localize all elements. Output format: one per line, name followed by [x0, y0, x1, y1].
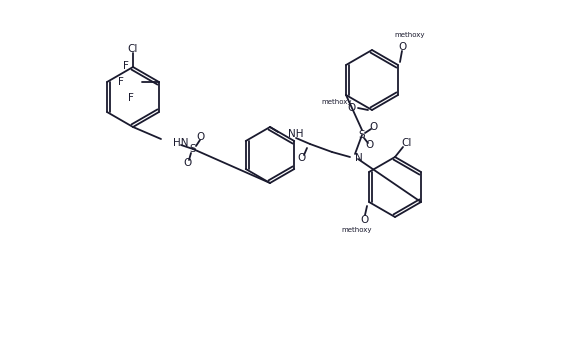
Text: S: S: [190, 144, 196, 154]
Text: methoxy: methoxy: [395, 32, 425, 38]
Text: O: O: [298, 153, 306, 163]
Text: F: F: [128, 93, 134, 103]
Text: Cl: Cl: [402, 138, 412, 148]
Text: F: F: [118, 77, 124, 87]
Text: methoxy: methoxy: [322, 99, 353, 105]
Text: S: S: [359, 130, 365, 140]
Text: O: O: [184, 158, 192, 168]
Text: O: O: [360, 215, 368, 225]
Text: F: F: [123, 61, 129, 71]
Text: O: O: [370, 122, 378, 132]
Text: N: N: [355, 153, 363, 163]
Text: NH: NH: [288, 129, 304, 139]
Text: O: O: [366, 140, 374, 150]
Text: O: O: [348, 103, 356, 113]
Text: O: O: [197, 132, 205, 142]
Text: methoxy: methoxy: [342, 227, 372, 233]
Text: Cl: Cl: [128, 44, 138, 54]
Text: HN: HN: [173, 138, 188, 148]
Text: O: O: [399, 42, 407, 52]
